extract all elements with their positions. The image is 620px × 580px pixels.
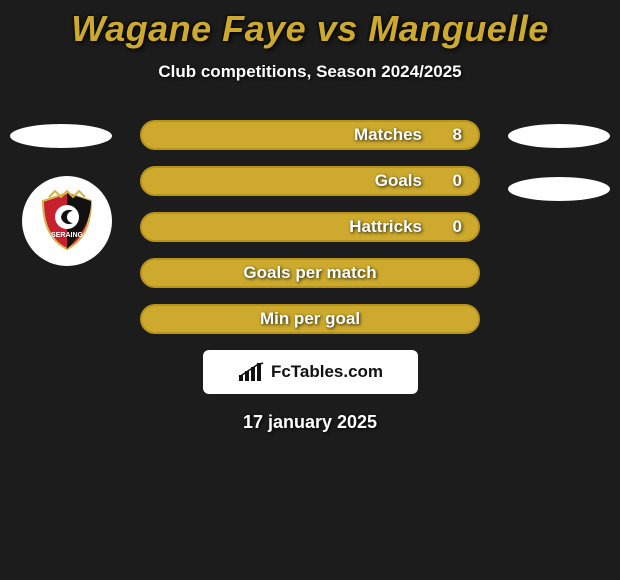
date-line: 17 january 2025	[0, 412, 620, 433]
page-subtitle: Club competitions, Season 2024/2025	[0, 62, 620, 82]
stat-row-min-per-goal: Min per goal	[140, 304, 480, 334]
stat-row-goals: Goals 0	[140, 166, 480, 196]
page-title: Wagane Faye vs Manguelle	[0, 0, 620, 50]
stat-value: 0	[453, 168, 462, 194]
stats-container: Matches 8 Goals 0 Hattricks 0 Goals per …	[0, 120, 620, 433]
stat-label: Goals per match	[142, 260, 478, 286]
stat-value: 0	[453, 214, 462, 240]
stat-label: Matches	[142, 122, 430, 148]
stat-value: 8	[453, 122, 462, 148]
stat-row-matches: Matches 8	[140, 120, 480, 150]
stat-label: Hattricks	[142, 214, 430, 240]
stat-label: Min per goal	[142, 306, 478, 332]
stat-row-hattricks: Hattricks 0	[140, 212, 480, 242]
stat-row-goals-per-match: Goals per match	[140, 258, 480, 288]
bars-icon	[237, 361, 265, 383]
brand-text: FcTables.com	[271, 362, 383, 382]
stat-label: Goals	[142, 168, 430, 194]
brand-box: FcTables.com	[203, 350, 418, 394]
